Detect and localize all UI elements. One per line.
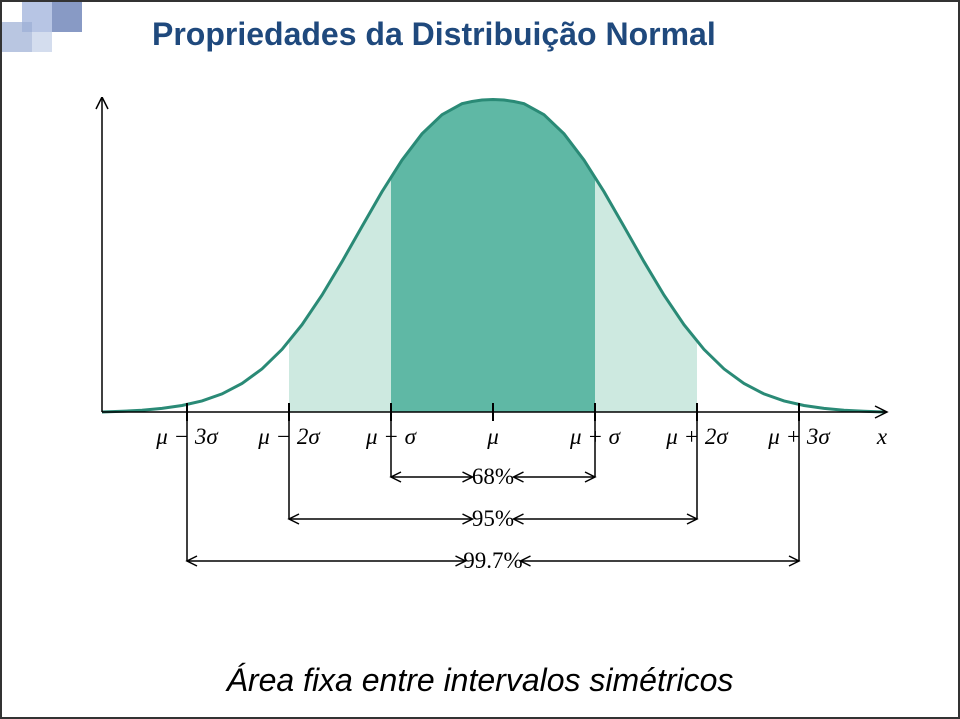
page-title: Propriedades da Distribuição Normal — [152, 16, 716, 53]
normal-distribution-chart: μ − 3σμ − 2σμ − σμμ + σμ + 2σμ + 3σx68%9… — [72, 97, 892, 617]
corner-decoration — [2, 2, 122, 62]
svg-text:99.7%: 99.7% — [463, 548, 522, 573]
svg-text:95%: 95% — [472, 506, 514, 531]
svg-text:μ: μ — [486, 424, 499, 449]
chart-caption: Área fixa entre intervalos simétricos — [2, 662, 958, 699]
svg-text:68%: 68% — [472, 464, 514, 489]
svg-text:x: x — [876, 424, 888, 449]
